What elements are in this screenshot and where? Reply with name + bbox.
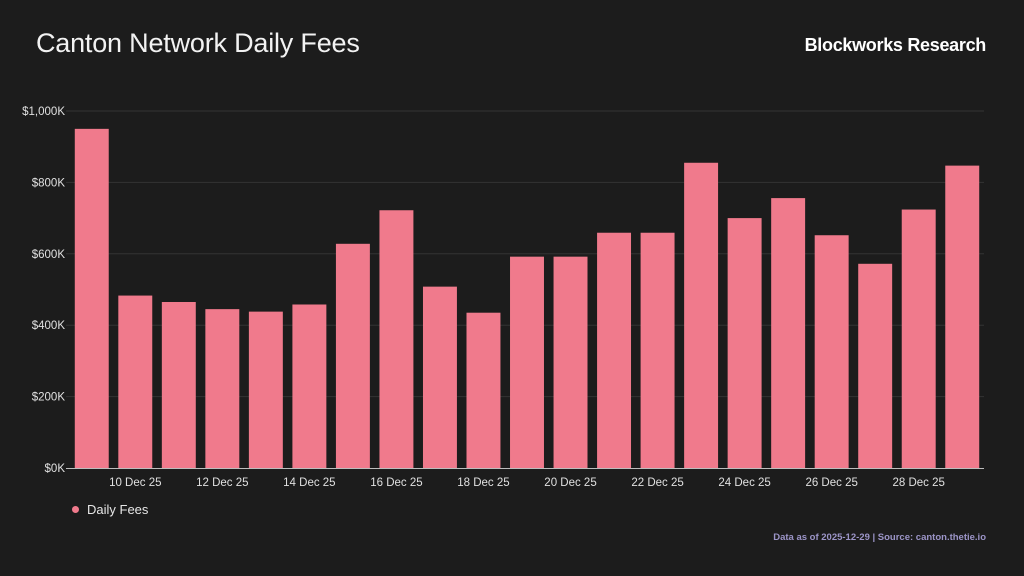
x-tick-label: 20 Dec 25 — [544, 477, 596, 489]
bar — [814, 235, 849, 468]
bar-chart: $0K $200K $400K $600K $800K $1,000K 10 Dec 25… — [22, 106, 984, 489]
bar — [945, 165, 980, 468]
bar — [640, 232, 675, 468]
x-tick-label: 14 Dec 25 — [283, 477, 335, 489]
bar — [684, 162, 719, 468]
chart-title: Canton Network Daily Fees — [36, 28, 360, 58]
y-tick-label: $600K — [32, 249, 66, 261]
legend-marker — [72, 506, 79, 513]
y-tick-label: $0K — [45, 463, 66, 475]
bar — [335, 243, 370, 468]
bar — [510, 256, 544, 468]
bar — [292, 304, 327, 468]
y-tick-label: $1,000K — [22, 106, 65, 118]
x-tick-label: 16 Dec 25 — [370, 477, 422, 489]
bar — [74, 128, 109, 468]
bar — [422, 286, 457, 468]
brand-label: Blockworks Research — [804, 35, 987, 55]
bar — [466, 312, 501, 468]
legend-label: Daily Fees — [87, 502, 149, 517]
x-tick-label: 12 Dec 25 — [196, 477, 248, 489]
bar — [597, 232, 632, 468]
bar — [553, 256, 588, 468]
bars — [74, 128, 980, 469]
x-axis: 10 Dec 25 12 Dec 25 14 Dec 25 16 Dec 25 18 D… — [109, 477, 945, 489]
y-axis: $0K $200K $400K $600K $800K $1,000K — [22, 106, 65, 475]
bar — [727, 218, 762, 468]
bar — [205, 309, 240, 468]
x-tick-label: 28 Dec 25 — [892, 477, 944, 489]
x-tick-label: 24 Dec 25 — [718, 477, 770, 489]
y-tick-label: $400K — [32, 320, 66, 332]
bar — [379, 210, 414, 468]
bar — [118, 295, 153, 468]
x-tick-label: 10 Dec 25 — [109, 477, 161, 489]
legend: Daily Fees — [72, 502, 148, 517]
bar — [161, 301, 196, 468]
bar — [901, 209, 936, 469]
x-tick-label: 22 Dec 25 — [631, 477, 683, 489]
x-tick-label: 18 Dec 25 — [457, 477, 509, 489]
source-note: Data as of 2025-12-29 | Source: canton.t… — [773, 532, 986, 543]
x-tick-label: 26 Dec 25 — [805, 477, 857, 489]
bar — [858, 263, 893, 468]
bar — [771, 198, 806, 468]
y-tick-label: $200K — [32, 392, 66, 404]
y-tick-label: $800K — [32, 177, 66, 189]
bar — [248, 311, 283, 468]
